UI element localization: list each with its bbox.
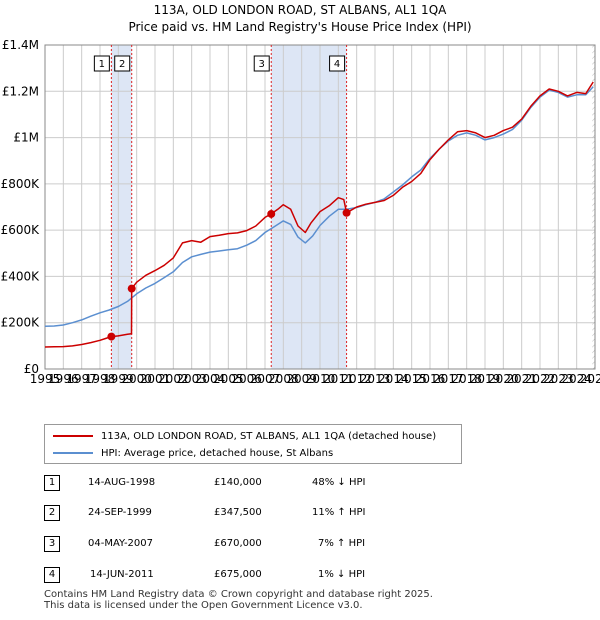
chart-title-address: 113A, OLD LONDON ROAD, ST ALBANS, AL1 1Q… xyxy=(153,3,447,17)
y-tick-label: £600K xyxy=(1,223,41,237)
x-tick-label: 2023 xyxy=(543,372,574,386)
footer-attribution: Contains HM Land Registry data © Crown c… xyxy=(44,589,433,611)
chart-legend: 113A, OLD LONDON ROAD, ST ALBANS, AL1 1Q… xyxy=(44,424,462,464)
footer-line: This data is licensed under the Open Gov… xyxy=(44,600,363,611)
x-tick-label: 2011 xyxy=(323,372,354,386)
x-tick-label: 2000 xyxy=(121,372,152,386)
legend-item-hpi: HPI: Average price, detached house, St A… xyxy=(53,444,333,462)
sale-row: 4 14-JUN-2011 £675,000 1% ↓ HPI xyxy=(0,565,600,587)
sale-hpi-diff: 48% ↓ HPI xyxy=(312,477,366,488)
x-tick-label: 2004 xyxy=(195,372,226,386)
x-tick-label: 2008 xyxy=(268,372,299,386)
sale-point xyxy=(267,209,276,218)
sale-price: £347,500 xyxy=(214,507,262,518)
sale-point xyxy=(107,332,116,341)
x-tick-label: 2017 xyxy=(433,372,464,386)
sale-number-box xyxy=(329,55,346,72)
sale-price: £675,000 xyxy=(214,569,262,580)
x-tick-label: 2013 xyxy=(360,372,391,386)
shaded-period xyxy=(271,45,347,369)
x-tick-label: 2014 xyxy=(378,372,409,386)
sale-hpi-diff: 1% ↓ HPI xyxy=(318,569,366,580)
x-tick-label: 2020 xyxy=(488,372,519,386)
chart-title-subtitle: Price paid vs. HM Land Registry's House … xyxy=(128,20,472,34)
x-tick-label: 2012 xyxy=(341,372,372,386)
sale-point xyxy=(127,284,136,293)
future-hatch xyxy=(592,45,595,369)
x-tick-label: 2001 xyxy=(140,372,171,386)
legend-label-property: 113A, OLD LONDON ROAD, ST ALBANS, AL1 1Q… xyxy=(101,430,437,442)
x-tick-label: 2007 xyxy=(250,372,281,386)
x-tick-label: 1996 xyxy=(48,372,79,386)
x-tick-label: 2025 xyxy=(580,372,600,386)
x-tick-label: 2005 xyxy=(213,372,244,386)
sale-number-label: 2 xyxy=(119,59,125,70)
sale-date: 24-SEP-1999 xyxy=(88,507,152,518)
sale-date: 04-MAY-2007 xyxy=(88,538,154,549)
y-tick-label: £1M xyxy=(13,131,39,145)
sale-number-badge: 4 xyxy=(44,567,60,583)
x-tick-label: 1997 xyxy=(66,372,97,386)
sale-hpi-diff: 7% ↑ HPI xyxy=(318,538,366,549)
sale-date: 14-AUG-1998 xyxy=(88,477,156,488)
x-tick-label: 2021 xyxy=(506,372,537,386)
plot-frame xyxy=(44,44,596,370)
sale-price: £140,000 xyxy=(214,477,262,488)
sale-number-label: 1 xyxy=(99,59,105,70)
sale-number-badge: 1 xyxy=(44,475,60,491)
x-tick-label: 2006 xyxy=(231,372,262,386)
sale-number-box xyxy=(114,55,131,72)
sale-number-label: 3 xyxy=(259,59,265,70)
legend-swatch-hpi xyxy=(53,452,93,454)
x-tick-label: 2022 xyxy=(525,372,556,386)
sale-number-badge: 3 xyxy=(44,536,60,552)
x-tick-label: 2009 xyxy=(286,372,317,386)
sale-number-label: 4 xyxy=(334,59,340,70)
shaded-period xyxy=(111,45,132,369)
sale-row: 1 14-AUG-1998 £140,000 48% ↓ HPI xyxy=(0,473,600,495)
footer-line: Contains HM Land Registry data © Crown c… xyxy=(44,589,433,600)
property-price-line xyxy=(44,81,594,348)
y-tick-label: £400K xyxy=(1,269,41,283)
sale-point xyxy=(342,208,351,217)
hpi-line xyxy=(44,86,594,327)
legend-item-property: 113A, OLD LONDON ROAD, ST ALBANS, AL1 1Q… xyxy=(53,427,436,445)
sale-hpi-diff: 11% ↑ HPI xyxy=(312,507,366,518)
legend-label-hpi: HPI: Average price, detached house, St A… xyxy=(101,447,334,459)
x-tick-label: 2003 xyxy=(176,372,207,386)
x-tick-label: 2010 xyxy=(305,372,336,386)
sale-row: 2 24-SEP-1999 £347,500 11% ↑ HPI xyxy=(0,503,600,525)
x-tick-label: 2016 xyxy=(415,372,446,386)
x-tick-label: 2002 xyxy=(158,372,189,386)
x-tick-label: 1995 xyxy=(30,372,61,386)
legend-swatch-property xyxy=(53,435,93,437)
x-tick-label: 2024 xyxy=(561,372,592,386)
y-tick-label: £200K xyxy=(1,316,41,330)
x-tick-label: 2015 xyxy=(396,372,427,386)
y-tick-label: £1.4M xyxy=(2,38,39,52)
y-tick-label: £800K xyxy=(1,177,41,191)
price-chart: 1 2 3 4 £0 £200K £400K £600K £800K £1M £1.2M £1.4M 1… xyxy=(1,38,600,386)
sale-number-box xyxy=(253,55,270,72)
y-tick-label: £0 xyxy=(24,362,39,376)
sale-number-badge: 2 xyxy=(44,505,60,521)
y-tick-label: £1.2M xyxy=(2,84,39,98)
x-tick-label: 1999 xyxy=(103,372,134,386)
x-tick-label: 1998 xyxy=(85,372,116,386)
sale-date: 14-JUN-2011 xyxy=(90,569,154,580)
x-tick-label: 2018 xyxy=(451,372,482,386)
sale-row: 3 04-MAY-2007 £670,000 7% ↑ HPI xyxy=(0,534,600,556)
sale-number-box xyxy=(93,55,110,72)
x-tick-label: 2019 xyxy=(470,372,501,386)
sale-price: £670,000 xyxy=(214,538,262,549)
